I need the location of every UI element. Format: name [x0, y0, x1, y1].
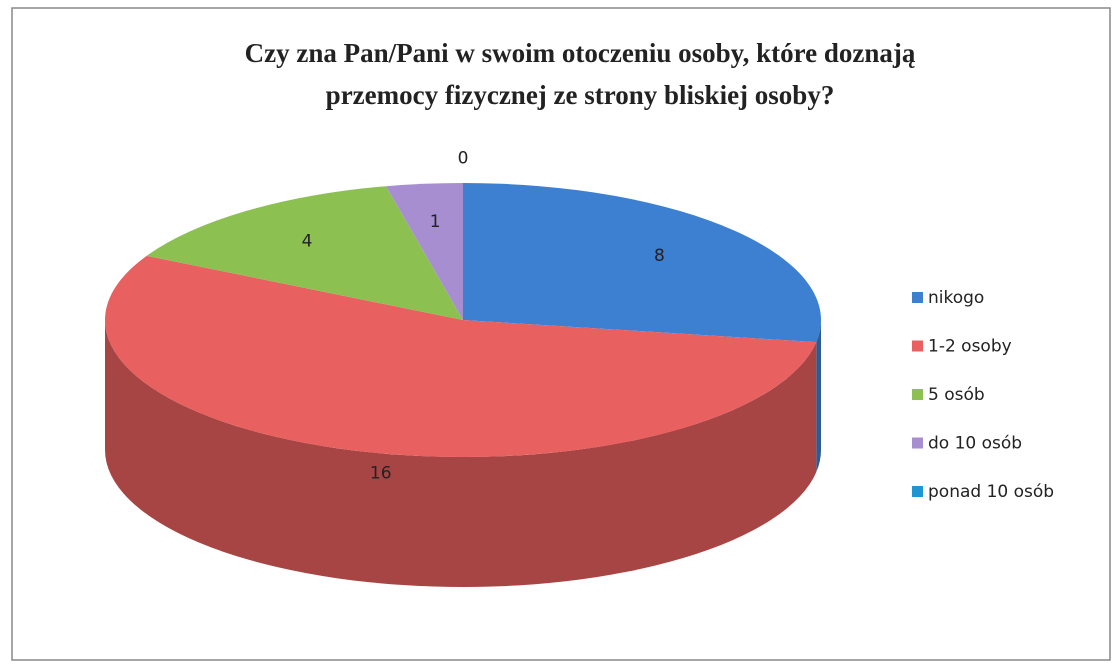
chart-title: Czy zna Pan/Pani w swoim otoczeniu osoby…: [245, 38, 916, 68]
data-label: 4: [302, 231, 313, 251]
legend-swatch: [912, 292, 923, 303]
data-label: 8: [654, 246, 665, 266]
slice: [463, 183, 821, 343]
legend-label: ponad 10 osób: [928, 482, 1054, 502]
legend-swatch: [912, 340, 923, 352]
legend-label: do 10 osób: [928, 434, 1022, 454]
slice: [386, 183, 463, 320]
data-label: 16: [370, 463, 392, 483]
data-label: 1: [430, 212, 441, 232]
slice: [146, 186, 463, 320]
slice-side: [105, 320, 817, 587]
chart-title: przemocy fizycznej ze strony bliskiej os…: [326, 80, 835, 110]
legend-label: 1-2 osoby: [928, 337, 1012, 357]
data-label: 0: [458, 148, 469, 168]
legend-swatch: [912, 437, 923, 449]
slice: [104, 255, 817, 458]
legend-swatch: [912, 486, 923, 497]
legend-label: 5 osób: [928, 385, 985, 405]
slice-side: [816, 320, 821, 473]
legend-label: nikogo: [928, 288, 984, 308]
legend-swatch: [912, 389, 923, 400]
